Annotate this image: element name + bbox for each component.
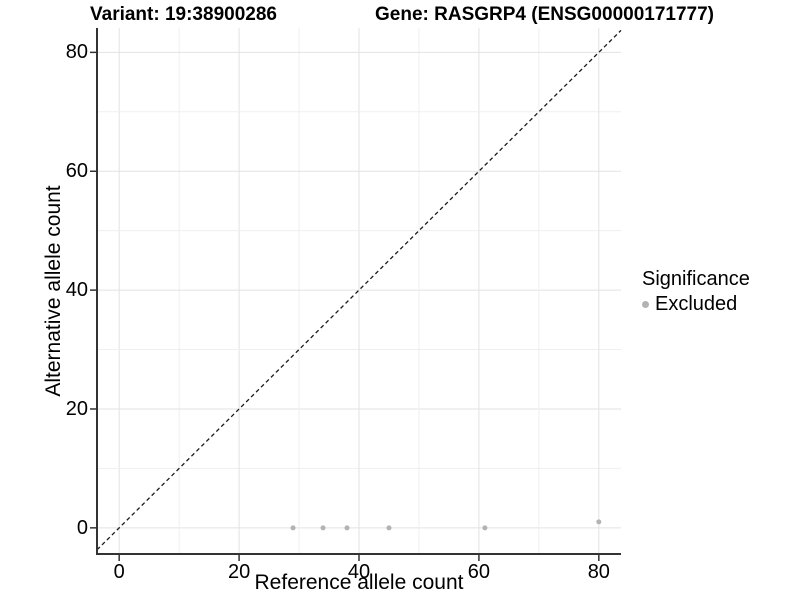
y-tick-label-0: 0	[76, 516, 88, 539]
point-excluded-x38	[344, 525, 350, 531]
x-tick-label-0: 0	[113, 561, 125, 583]
legend-item-excluded: Excluded	[642, 293, 750, 315]
legend-title: Significance	[642, 268, 750, 290]
x-tick-label-40: 40	[347, 561, 371, 583]
x-tick-label-20: 20	[227, 561, 251, 583]
y-tick-label-80: 80	[65, 41, 88, 64]
y-tick-label-20: 20	[65, 397, 88, 420]
grid-lines	[97, 28, 621, 554]
x-axis-title: Reference allele count	[254, 571, 464, 594]
identity-dashed-line	[96, 29, 622, 551]
point-excluded-x34	[320, 525, 326, 531]
tick-marks	[90, 51, 600, 561]
identity-line	[96, 29, 622, 551]
point-excluded-x29	[290, 525, 296, 531]
data-points	[290, 519, 602, 531]
x-tick-label-80: 80	[587, 561, 610, 583]
point-excluded-x80	[596, 519, 602, 525]
axis-lines	[96, 28, 621, 555]
legend-item-label: Excluded	[655, 293, 738, 315]
variant-title: Variant: 19:38900286	[90, 4, 277, 25]
gene-title: Gene: RASGRP4 (ENSG00000171777)	[375, 4, 714, 25]
y-tick-label-60: 60	[65, 160, 88, 183]
point-excluded-x61	[482, 525, 488, 531]
excluded-point-icon	[642, 300, 649, 308]
point-excluded-x45	[386, 525, 392, 531]
x-tick-label-60: 60	[467, 561, 491, 583]
legend: Significance Excluded	[642, 268, 750, 315]
y-tick-label-40: 40	[65, 279, 88, 302]
